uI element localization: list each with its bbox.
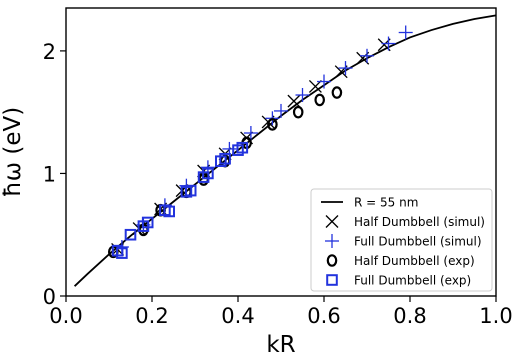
legend-label: Full Dumbbell (exp)	[354, 274, 471, 288]
y-axis: 0 1 2	[43, 40, 66, 309]
x-axis: 0.0 0.2 0.4 0.6 0.8 1.0	[49, 296, 513, 328]
data-point-full-dumbbell-simul	[381, 36, 396, 51]
plot-frame	[65, 7, 497, 297]
data-point-half-dumbbell-exp	[314, 93, 325, 107]
legend-swatch-half-dumbbell-exp	[326, 254, 338, 267]
data-point-half-dumbbell-exp	[292, 105, 304, 119]
data-point-half-dumbbell-exp	[267, 118, 278, 131]
data-point-full-dumbbell-simul	[338, 61, 353, 76]
data-point-full-dumbbell-exp	[184, 184, 197, 197]
y-tick-label: 0	[43, 285, 56, 309]
x-tick-label: 0.8	[393, 304, 426, 328]
y-axis-label: ħω (eV)	[0, 107, 26, 197]
data-point-full-dumbbell-exp	[141, 216, 154, 229]
legend-entry: Half Dumbbell (exp)	[326, 254, 475, 268]
legend-entry: Full Dumbbell (exp)	[326, 274, 471, 288]
x-tick-label: 0.4	[221, 304, 254, 328]
data-point-full-dumbbell-exp	[202, 167, 214, 180]
data-point-full-dumbbell-simul	[243, 126, 258, 141]
legend-label: R = 55 nm	[354, 196, 418, 210]
data-point-full-dumbbell-simul	[317, 74, 331, 89]
x-tick-label: 0.6	[307, 304, 340, 328]
plot-marks	[73, 14, 497, 287]
data-point-full-dumbbell-exp	[236, 141, 249, 154]
legend-label: Half Dumbbell (simul)	[354, 215, 485, 229]
x-tick-label: 0.0	[49, 304, 82, 328]
data-point-full-dumbbell-exp	[124, 228, 137, 241]
legend-entry: Half Dumbbell (simul)	[325, 215, 485, 229]
data-point-half-dumbbell-simul	[308, 79, 322, 93]
legend-entry: Full Dumbbell (simul)	[325, 234, 482, 249]
data-point-full-dumbbell-exp	[163, 205, 175, 218]
data-point-full-dumbbell-exp	[219, 152, 231, 165]
legend-frame	[310, 188, 493, 292]
data-point-full-dumbbell-simul	[360, 48, 374, 63]
legend-label: Full Dumbbell (simul)	[354, 235, 482, 249]
y-tick-label: 2	[43, 40, 56, 64]
data-point-full-dumbbell-simul	[274, 103, 288, 118]
data-point-half-dumbbell-simul	[287, 94, 301, 108]
legend-swatch-full-dumbbell-exp	[326, 274, 338, 286]
x-tick-label: 1.0	[479, 304, 512, 328]
legend-swatch-full-dumbbell-simul	[325, 234, 339, 248]
legend: R = 55 nm Half Dumbbell (simul) Full Dumbb…	[310, 188, 493, 292]
x-axis-label: kR	[266, 332, 295, 358]
y-tick-label: 1	[43, 162, 56, 186]
legend-label: Half Dumbbell (exp)	[354, 254, 475, 268]
data-point-half-dumbbell-exp	[331, 86, 343, 99]
data-point-full-dumbbell-simul	[295, 88, 310, 103]
x-tick-label: 0.2	[135, 304, 168, 328]
legend-swatch-half-dumbbell-simul	[325, 215, 339, 228]
data-point-full-dumbbell-simul	[398, 25, 413, 40]
data-point-full-dumbbell-exp	[116, 247, 128, 259]
legend-entry: R = 55 nm	[321, 196, 418, 210]
